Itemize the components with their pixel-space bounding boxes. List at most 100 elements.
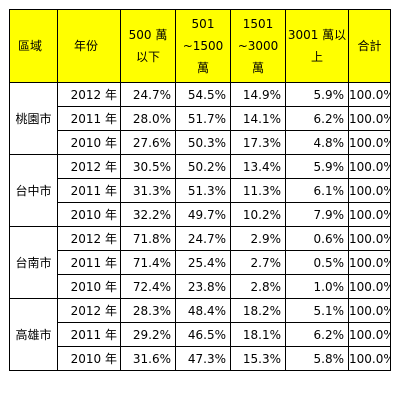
range-501-1500-cell: 51.3% xyxy=(175,178,231,203)
header-under-500: 500 萬 以下 xyxy=(120,9,176,83)
under-500-cell: 28.3% xyxy=(120,298,176,323)
range-501-1500-cell: 50.3% xyxy=(175,130,231,155)
year-cell: 2011 年 xyxy=(57,106,121,131)
region-cell: 高雄市 xyxy=(9,298,58,371)
year-cell: 2012 年 xyxy=(57,298,121,323)
under-500-cell: 72.4% xyxy=(120,274,176,299)
range-1501-3000-cell: 14.1% xyxy=(230,106,286,131)
header-over-3001: 3001 萬以 上 xyxy=(285,9,349,83)
range-1501-3000-cell: 13.4% xyxy=(230,154,286,179)
under-500-cell: 27.6% xyxy=(120,130,176,155)
range-501-1500-cell: 46.5% xyxy=(175,322,231,347)
header-over-3001-line1: 3001 萬以 xyxy=(287,28,347,42)
total-cell: 100.0% xyxy=(348,106,391,131)
year-cell: 2011 年 xyxy=(57,250,121,275)
region-cell: 桃園市 xyxy=(9,82,58,155)
over-3001-cell: 6.1% xyxy=(285,178,349,203)
range-1501-3000-cell: 18.1% xyxy=(230,322,286,347)
year-cell: 2011 年 xyxy=(57,178,121,203)
total-cell: 100.0% xyxy=(348,250,391,275)
header-under-500-line1: 500 萬 xyxy=(128,28,168,42)
table-row: 2010 年 27.6% 50.3% 17.3% 4.8% 100.0% xyxy=(10,130,391,155)
under-500-cell: 31.6% xyxy=(120,346,176,371)
header-region: 區域 xyxy=(9,9,58,83)
over-3001-cell: 6.2% xyxy=(285,106,349,131)
over-3001-cell: 7.9% xyxy=(285,202,349,227)
range-501-1500-cell: 49.7% xyxy=(175,202,231,227)
under-500-cell: 24.7% xyxy=(120,82,176,107)
header-total: 合計 xyxy=(348,9,391,83)
header-501-1500-line3: 萬 xyxy=(196,61,209,75)
range-1501-3000-cell: 14.9% xyxy=(230,82,286,107)
header-1501-3000-line2: ~3000 xyxy=(237,39,279,53)
header-501-1500-line1: 501 xyxy=(191,17,215,31)
under-500-cell: 71.4% xyxy=(120,250,176,275)
header-under-500-line2: 以下 xyxy=(135,50,160,64)
total-cell: 100.0% xyxy=(348,202,391,227)
range-501-1500-cell: 54.5% xyxy=(175,82,231,107)
total-cell: 100.0% xyxy=(348,226,391,251)
table-row: 台南市 2012 年 71.8% 24.7% 2.9% 0.6% 100.0% xyxy=(9,226,391,299)
table-row: 2011 年 31.3% 51.3% 11.3% 6.1% 100.0% xyxy=(10,178,391,203)
total-cell: 100.0% xyxy=(348,322,391,347)
range-501-1500-cell: 25.4% xyxy=(175,250,231,275)
total-cell: 100.0% xyxy=(348,298,391,323)
under-500-cell: 30.5% xyxy=(120,154,176,179)
range-501-1500-cell: 47.3% xyxy=(175,346,231,371)
over-3001-cell: 5.9% xyxy=(285,82,349,107)
over-3001-cell: 0.5% xyxy=(285,250,349,275)
table-row: 2010 年 72.4% 23.8% 2.8% 1.0% 100.0% xyxy=(10,274,391,299)
header-row: 區域 年份 500 萬 以下 501 ~1500 萬 1501 ~3000 萬 … xyxy=(9,9,391,83)
region-cell: 台中市 xyxy=(9,154,58,227)
table-row: 台中市 2012 年 30.5% 50.2% 13.4% 5.9% 100.0% xyxy=(9,154,391,227)
total-cell: 100.0% xyxy=(348,346,391,371)
table-row: 2010 年 32.2% 49.7% 10.2% 7.9% 100.0% xyxy=(10,202,391,227)
table-body: 桃園市 2012 年 24.7% 54.5% 14.9% 5.9% 100.0%… xyxy=(9,82,391,371)
header-year: 年份 xyxy=(57,9,121,83)
range-1501-3000-cell: 10.2% xyxy=(230,202,286,227)
header-over-3001-line2: 上 xyxy=(310,50,323,64)
over-3001-cell: 5.1% xyxy=(285,298,349,323)
table-row: 2011 年 28.0% 51.7% 14.1% 6.2% 100.0% xyxy=(10,106,391,131)
year-cell: 2012 年 xyxy=(57,82,121,107)
total-cell: 100.0% xyxy=(348,154,391,179)
range-501-1500-cell: 23.8% xyxy=(175,274,231,299)
table-row: 桃園市 2012 年 24.7% 54.5% 14.9% 5.9% 100.0% xyxy=(9,82,391,155)
total-cell: 100.0% xyxy=(348,82,391,107)
under-500-cell: 32.2% xyxy=(120,202,176,227)
header-1501-3000-line1: 1501 xyxy=(242,17,274,31)
table-row: 2010 年 31.6% 47.3% 15.3% 5.8% 100.0% xyxy=(10,346,391,371)
under-500-cell: 71.8% xyxy=(120,226,176,251)
header-501-1500: 501 ~1500 萬 xyxy=(175,9,231,83)
year-cell: 2010 年 xyxy=(57,202,121,227)
header-1501-3000: 1501 ~3000 萬 xyxy=(230,9,286,83)
under-500-cell: 28.0% xyxy=(120,106,176,131)
year-cell: 2012 年 xyxy=(57,154,121,179)
year-cell: 2012 年 xyxy=(57,226,121,251)
table-row: 2011 年 71.4% 25.4% 2.7% 0.5% 100.0% xyxy=(10,250,391,275)
total-cell: 100.0% xyxy=(348,274,391,299)
year-cell: 2010 年 xyxy=(57,130,121,155)
price-distribution-table: 區域 年份 500 萬 以下 501 ~1500 萬 1501 ~3000 萬 … xyxy=(9,9,391,371)
range-1501-3000-cell: 2.8% xyxy=(230,274,286,299)
over-3001-cell: 6.2% xyxy=(285,322,349,347)
range-501-1500-cell: 24.7% xyxy=(175,226,231,251)
table-row: 2011 年 29.2% 46.5% 18.1% 6.2% 100.0% xyxy=(10,322,391,347)
under-500-cell: 31.3% xyxy=(120,178,176,203)
range-1501-3000-cell: 17.3% xyxy=(230,130,286,155)
range-501-1500-cell: 51.7% xyxy=(175,106,231,131)
table-row: 高雄市 2012 年 28.3% 48.4% 18.2% 5.1% 100.0% xyxy=(9,298,391,371)
header-1501-3000-line3: 萬 xyxy=(251,61,264,75)
range-1501-3000-cell: 2.9% xyxy=(230,226,286,251)
year-cell: 2010 年 xyxy=(57,274,121,299)
header-501-1500-line2: ~1500 xyxy=(182,39,224,53)
table-header: 區域 年份 500 萬 以下 501 ~1500 萬 1501 ~3000 萬 … xyxy=(9,9,391,83)
over-3001-cell: 0.6% xyxy=(285,226,349,251)
over-3001-cell: 1.0% xyxy=(285,274,349,299)
region-cell: 台南市 xyxy=(9,226,58,299)
under-500-cell: 29.2% xyxy=(120,322,176,347)
over-3001-cell: 4.8% xyxy=(285,130,349,155)
total-cell: 100.0% xyxy=(348,130,391,155)
range-1501-3000-cell: 2.7% xyxy=(230,250,286,275)
range-501-1500-cell: 48.4% xyxy=(175,298,231,323)
